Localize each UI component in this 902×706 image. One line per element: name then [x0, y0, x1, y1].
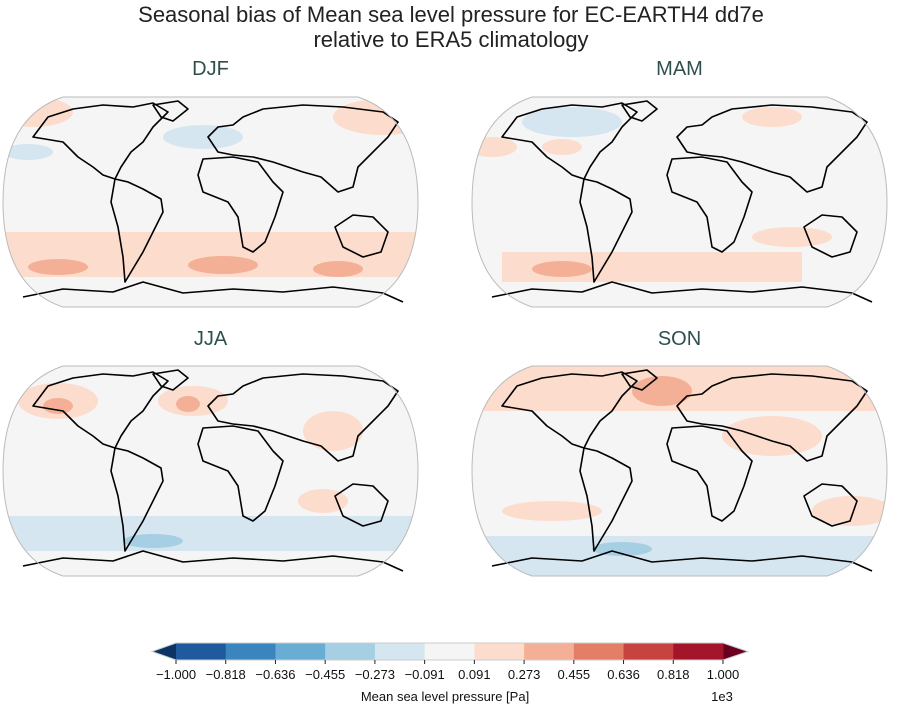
map-jja: [2, 365, 419, 577]
colorbar-multiplier: 1e3: [711, 689, 733, 704]
colorbar-bin: [176, 643, 227, 660]
colorbar-tick-label: −0.818: [206, 667, 246, 682]
colorbar-tick-label: 1.000: [707, 667, 740, 682]
colorbar-extend-over: [723, 643, 748, 660]
colorbar-tick-label: −0.273: [355, 667, 395, 682]
colorbar-bin: [474, 643, 525, 660]
colorbar: −1.000 −0.818 −0.636 −0.455 −0.273 −0.091 0.09…: [150, 642, 750, 682]
colorbar-tick-label: 0.091: [458, 667, 491, 682]
colorbar-tick-label: 0.818: [657, 667, 690, 682]
colorbar-tick-label: −1.000: [156, 667, 196, 682]
colorbar-bin: [673, 643, 724, 660]
colorbar-bin: [623, 643, 674, 660]
map-djf: [2, 96, 419, 308]
colorbar-bin: [374, 643, 426, 660]
colorbar-extend-under: [152, 643, 176, 660]
colorbar-bin: [225, 643, 276, 660]
figure-title-line2: relative to ERA5 climatology: [313, 27, 589, 52]
colorbar-bin: [325, 643, 376, 660]
colorbar-tick-label: 0.273: [508, 667, 541, 682]
map-mam: [471, 96, 888, 308]
colorbar-label: Mean sea level pressure [Pa]: [361, 689, 529, 704]
panel-title-djf: DJF: [192, 58, 229, 80]
colorbar-bin: [275, 643, 326, 660]
colorbar-bin: [424, 643, 475, 660]
colorbar-tick-label: 0.636: [607, 667, 640, 682]
figure-title-line1: Seasonal bias of Mean sea level pressure…: [138, 2, 764, 27]
colorbar-tick-label: −0.636: [255, 667, 295, 682]
panel-title-jja: JJA: [193, 328, 228, 350]
map-son: [471, 365, 888, 577]
panel-title-mam: MAM: [656, 58, 703, 80]
colorbar-tick-label: −0.091: [405, 667, 445, 682]
colorbar-tick-label: −0.455: [305, 667, 345, 682]
colorbar-bin: [524, 643, 575, 660]
colorbar-tick-label: 0.455: [558, 667, 591, 682]
panel-title-son: SON: [657, 328, 702, 350]
colorbar-bin: [573, 643, 625, 660]
